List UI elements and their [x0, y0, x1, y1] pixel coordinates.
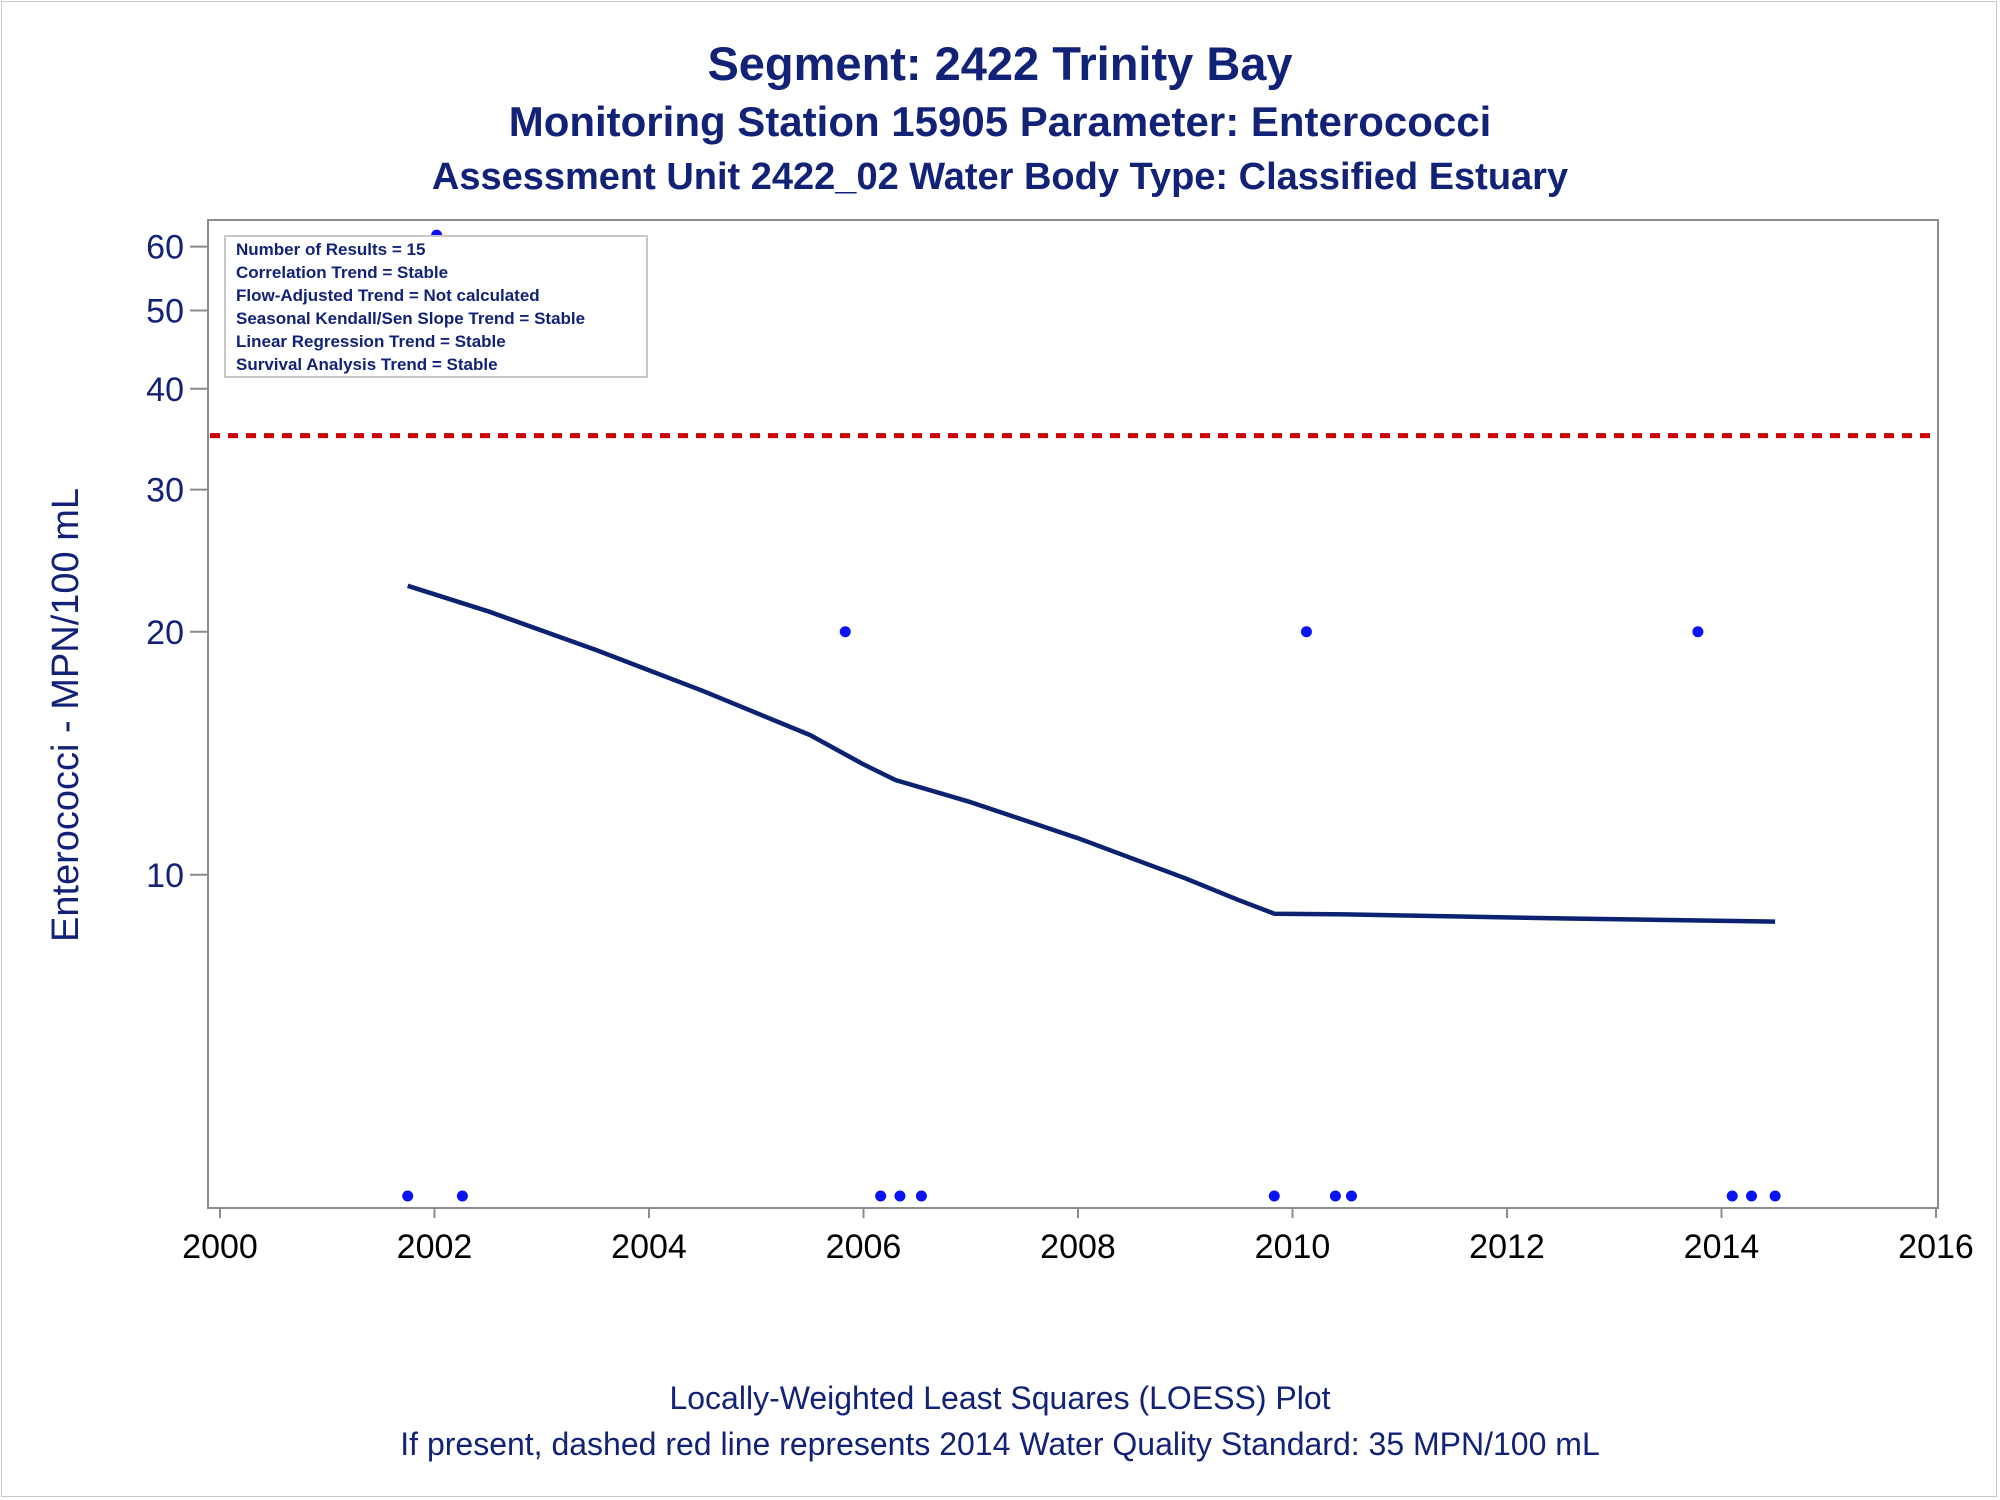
footer-standard-note: If present, dashed red line represents 2…	[400, 1426, 1600, 1462]
y-tick-label-60: 60	[146, 229, 184, 267]
chart-subtitle-2: Assessment Unit 2422_02 Water Body Type:…	[431, 156, 1569, 198]
data-point-14	[1746, 1190, 1758, 1202]
y-tick-label-50: 50	[146, 293, 184, 331]
x-tick-label-2012: 2012	[1469, 1228, 1545, 1266]
loess-curve	[407, 583, 1776, 924]
x-tick-label-2006: 2006	[826, 1228, 902, 1266]
trend-info-box: Number of Results = 15 Correlation Trend…	[224, 235, 648, 378]
y-tick-label-20: 20	[146, 614, 184, 652]
info-line-survival: Survival Analysis Trend = Stable	[236, 355, 498, 374]
info-box-border	[224, 235, 648, 378]
x-tick-label-2016: 2016	[1898, 1228, 1974, 1266]
data-point-4	[839, 626, 851, 638]
x-tick-label-2008: 2008	[1040, 1228, 1116, 1266]
y-tick-label-30: 30	[146, 472, 184, 510]
info-line-seasonal-kendall: Seasonal Kendall/Sen Slope Trend = Stabl…	[236, 309, 585, 328]
plot-area	[207, 219, 1939, 1209]
data-point-5	[875, 1190, 887, 1202]
y-tick-label-40: 40	[146, 371, 184, 409]
data-point-13	[1726, 1190, 1738, 1202]
chart-subtitle: Monitoring Station 15905 Parameter: Ente…	[508, 98, 1492, 145]
data-point-15	[1769, 1190, 1781, 1202]
y-tick-label-10: 10	[146, 857, 184, 895]
x-tick-label-2010: 2010	[1255, 1228, 1331, 1266]
data-point-12	[1692, 626, 1704, 638]
data-point-8	[1268, 1190, 1280, 1202]
data-point-9	[1300, 626, 1312, 638]
data-point-7	[915, 1190, 927, 1202]
footer-plot-type: Locally-Weighted Least Squares (LOESS) P…	[669, 1380, 1331, 1416]
data-point-6	[894, 1190, 906, 1202]
info-line-flow-adjusted: Flow-Adjusted Trend = Not calculated	[236, 286, 540, 305]
x-tick-label-2004: 2004	[611, 1228, 687, 1266]
data-point-11	[1345, 1190, 1357, 1202]
x-tick-label-2000: 2000	[182, 1228, 258, 1266]
y-axis-label: Enterococci - MPN/100 mL	[45, 488, 87, 942]
x-tick-label-2002: 2002	[397, 1228, 473, 1266]
data-point-1	[402, 1190, 414, 1202]
x-tick-label-2014: 2014	[1684, 1228, 1760, 1266]
info-line-results: Number of Results = 15	[236, 240, 425, 259]
info-line-correlation: Correlation Trend = Stable	[236, 263, 448, 282]
info-line-linear-regression: Linear Regression Trend = Stable	[236, 332, 506, 351]
data-point-3	[456, 1190, 468, 1202]
chart-title: Segment: 2422 Trinity Bay	[707, 37, 1293, 90]
data-point-10	[1329, 1190, 1341, 1202]
